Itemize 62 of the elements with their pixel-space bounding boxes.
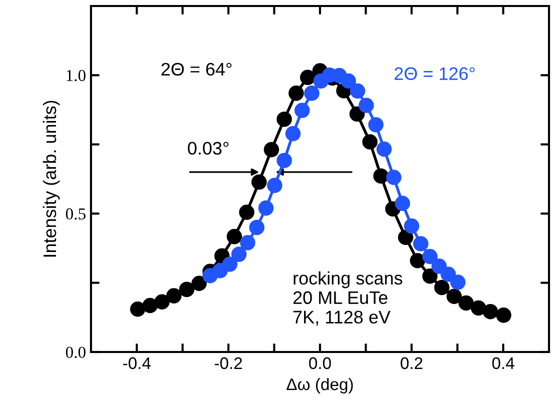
point bbox=[251, 174, 267, 190]
point bbox=[440, 266, 456, 282]
point bbox=[362, 134, 378, 150]
point bbox=[239, 204, 254, 220]
point bbox=[404, 218, 420, 234]
point bbox=[340, 73, 356, 89]
point bbox=[413, 236, 428, 252]
point bbox=[222, 256, 238, 272]
point bbox=[482, 304, 498, 320]
point bbox=[450, 274, 466, 290]
text: 2Θ = 64° bbox=[162, 62, 232, 76]
point bbox=[304, 86, 320, 101]
point bbox=[431, 258, 447, 274]
point bbox=[191, 276, 207, 291]
point bbox=[276, 152, 292, 168]
point bbox=[422, 268, 438, 284]
x-axis-title: Δω (deg) bbox=[286, 378, 353, 394]
point bbox=[458, 295, 474, 311]
annotation: 0.03° bbox=[188, 142, 228, 155]
point bbox=[349, 106, 365, 122]
y-axis-title: Intensity (arb. units) bbox=[42, 100, 60, 257]
point bbox=[231, 246, 247, 262]
point bbox=[166, 288, 182, 304]
point bbox=[410, 253, 426, 268]
point bbox=[470, 300, 486, 316]
point bbox=[130, 301, 146, 317]
point bbox=[373, 168, 389, 184]
point bbox=[240, 235, 256, 250]
x-tick-label: 0.2 bbox=[400, 357, 422, 370]
point bbox=[264, 142, 280, 158]
point bbox=[288, 86, 304, 101]
point bbox=[154, 294, 170, 310]
point bbox=[249, 220, 264, 236]
point bbox=[294, 102, 310, 118]
point bbox=[358, 98, 374, 114]
x-tick-label: 0.0 bbox=[309, 357, 331, 370]
y-tick-label: 0.0 bbox=[66, 346, 86, 358]
point bbox=[376, 141, 392, 157]
point bbox=[422, 248, 438, 264]
point bbox=[276, 112, 292, 127]
point bbox=[267, 178, 282, 194]
point bbox=[386, 170, 402, 185]
point bbox=[179, 282, 194, 298]
point bbox=[368, 117, 384, 132]
series-label: 2Θ = 126° bbox=[394, 67, 475, 80]
y-tick-label: 1.0 bbox=[66, 70, 86, 82]
x-tick-label: -0.4 bbox=[123, 357, 151, 370]
point bbox=[142, 298, 158, 314]
point bbox=[398, 230, 414, 246]
point bbox=[350, 83, 366, 99]
point bbox=[258, 200, 274, 216]
annotation: rocking scans 20 ML EuTe 7K, 1128 eV bbox=[293, 271, 402, 326]
y-tick-label: 0.5 bbox=[66, 208, 86, 220]
point bbox=[496, 308, 512, 323]
x-tick-label: -0.2 bbox=[214, 357, 242, 370]
point bbox=[226, 228, 242, 244]
point bbox=[300, 70, 316, 86]
point bbox=[434, 280, 450, 296]
point bbox=[394, 196, 410, 211]
x-tick-label: 0.4 bbox=[492, 357, 514, 370]
point bbox=[285, 126, 301, 142]
point bbox=[446, 288, 462, 304]
